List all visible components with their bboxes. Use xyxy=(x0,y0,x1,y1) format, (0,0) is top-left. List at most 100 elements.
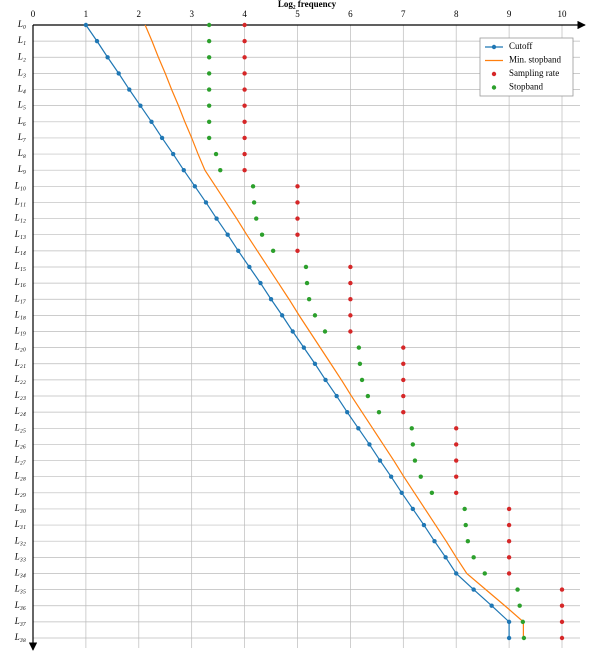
y-tick-label: L₁₀ xyxy=(14,180,26,190)
y-tick-label: L₂₇ xyxy=(14,455,26,465)
y-tick-label: L₃ xyxy=(17,67,26,77)
data-point xyxy=(454,571,459,576)
legend-marker xyxy=(491,85,497,90)
data-point xyxy=(206,22,212,28)
data-point xyxy=(242,167,247,173)
legend-marker xyxy=(491,71,497,77)
data-point xyxy=(295,216,300,221)
data-point xyxy=(225,232,230,237)
data-point xyxy=(506,619,512,625)
y-tick-label: L₃₅ xyxy=(14,584,26,594)
x-tick-label: 2 xyxy=(137,9,142,19)
data-point xyxy=(421,522,427,528)
y-tick-label: L₆ xyxy=(17,116,26,126)
data-point xyxy=(471,587,476,592)
data-point xyxy=(454,458,459,463)
data-point xyxy=(348,297,353,302)
x-tick-label: 6 xyxy=(348,9,353,19)
y-tick-label: L₂ xyxy=(17,51,26,61)
data-point xyxy=(348,313,353,318)
x-tick-label: 7 xyxy=(401,9,406,19)
data-point xyxy=(432,539,437,544)
data-point xyxy=(506,506,512,512)
data-point xyxy=(242,87,247,92)
data-point xyxy=(242,71,247,76)
x-tick-label: 10 xyxy=(558,9,568,19)
data-point xyxy=(323,377,328,383)
data-point xyxy=(506,539,512,544)
data-point xyxy=(463,522,468,528)
data-point xyxy=(304,280,310,286)
data-point xyxy=(454,426,459,431)
data-point xyxy=(365,393,371,399)
y-tick-label: L₁₃ xyxy=(14,229,26,239)
data-point xyxy=(303,264,309,270)
data-point xyxy=(295,248,300,254)
data-point xyxy=(462,506,467,512)
y-tick-label: L₃₇ xyxy=(14,616,26,626)
y-tick-label: L₃₈ xyxy=(14,632,26,642)
data-point xyxy=(258,280,263,286)
data-point xyxy=(489,603,494,608)
data-point xyxy=(348,280,353,286)
y-tick-label: L₂₆ xyxy=(14,438,26,448)
data-point xyxy=(213,151,219,157)
data-point xyxy=(268,297,274,302)
data-point xyxy=(214,216,219,221)
data-point xyxy=(348,264,353,270)
data-point xyxy=(429,490,435,496)
data-point xyxy=(559,619,565,625)
data-point xyxy=(506,555,512,560)
data-point xyxy=(295,200,300,205)
legend-label: Min. stopband xyxy=(509,55,562,65)
data-point xyxy=(410,442,416,447)
data-point xyxy=(401,377,406,383)
y-tick-label: L₁₆ xyxy=(14,277,26,287)
y-tick-label: L₂₃ xyxy=(14,390,26,400)
y-tick-label: L₈ xyxy=(17,148,26,158)
y-tick-label: L₂₀ xyxy=(14,342,26,352)
data-point xyxy=(471,555,476,560)
data-point xyxy=(517,603,522,608)
data-point xyxy=(181,167,186,173)
data-point xyxy=(454,474,459,479)
data-point xyxy=(306,297,312,302)
data-point xyxy=(242,55,247,60)
y-tick-label: L₂₂ xyxy=(14,374,26,384)
y-tick-label: L₉ xyxy=(17,164,26,174)
data-point xyxy=(242,38,247,44)
data-point xyxy=(401,409,406,415)
y-tick-label: L₇ xyxy=(17,132,26,142)
data-point xyxy=(295,184,300,189)
y-tick-label: L₃₄ xyxy=(14,568,26,578)
legend-label: Stopband xyxy=(509,82,544,92)
data-point xyxy=(242,151,247,157)
y-tick-label: L₁₅ xyxy=(14,261,26,271)
data-point xyxy=(410,506,416,512)
data-point xyxy=(138,103,143,108)
data-point xyxy=(279,313,285,318)
y-tick-label: L₂₁ xyxy=(14,358,26,368)
data-point xyxy=(559,635,565,641)
y-tick-label: L₃₂ xyxy=(14,535,26,545)
y-tick-label: L₁ xyxy=(17,35,26,45)
y-tick-label: L₁₈ xyxy=(14,309,26,319)
y-tick-label: L₂₅ xyxy=(14,422,26,432)
data-point xyxy=(377,458,383,463)
data-point xyxy=(521,635,527,641)
data-point xyxy=(242,22,247,28)
data-point xyxy=(94,38,100,44)
data-point xyxy=(348,329,353,334)
data-point xyxy=(376,409,382,415)
data-point xyxy=(290,329,295,334)
data-point xyxy=(206,71,212,76)
y-tick-label: L₂₈ xyxy=(14,471,26,481)
data-point xyxy=(170,151,176,157)
data-point xyxy=(345,409,350,415)
data-point xyxy=(357,361,363,366)
data-point xyxy=(465,539,471,544)
x-tick-label: 1 xyxy=(84,9,89,19)
y-tick-label: L₁₁ xyxy=(14,197,26,207)
data-point xyxy=(218,167,223,173)
